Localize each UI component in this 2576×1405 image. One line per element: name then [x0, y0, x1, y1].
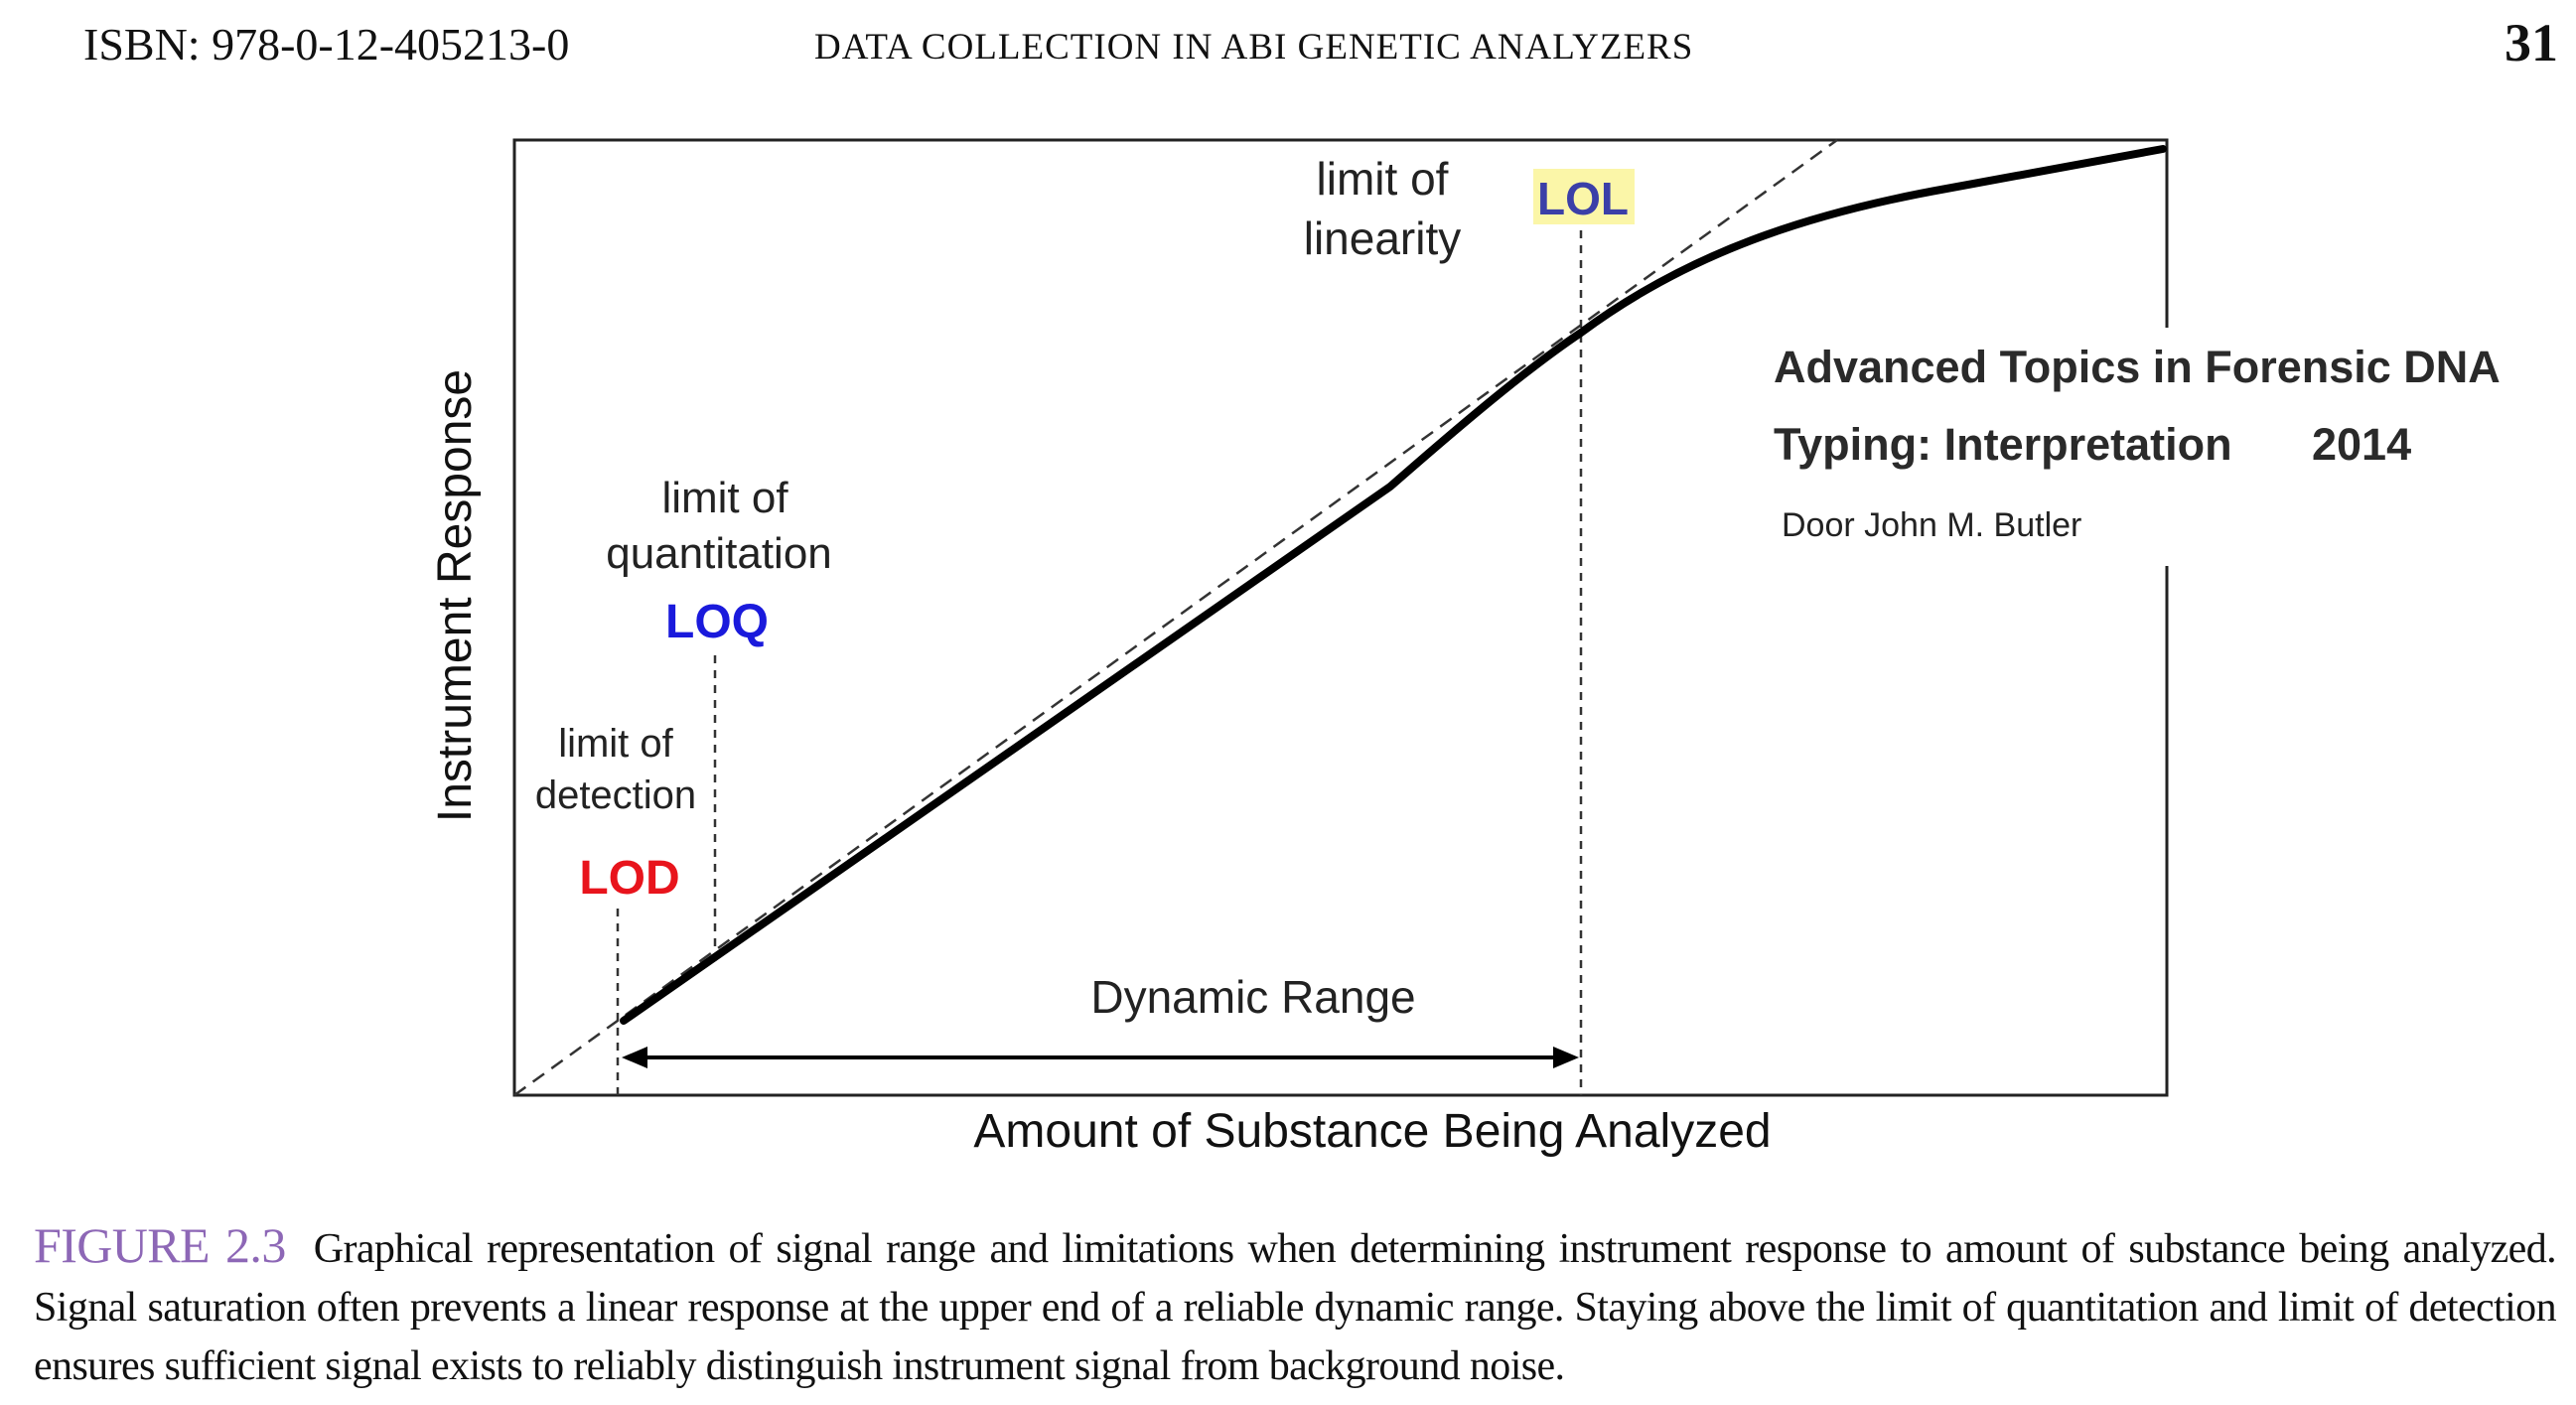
lod-label: LOD: [579, 852, 679, 905]
lol-label: LOL: [1537, 173, 1629, 224]
lol-description-line2: linearity: [1304, 212, 1462, 264]
y-axis-label: Instrument Response: [429, 369, 482, 822]
book-title-line2: Typing: Interpretation: [1774, 419, 2232, 470]
loq-label: LOQ: [665, 596, 769, 648]
response-curve: [620, 145, 2167, 1025]
running-title: DATA COLLECTION IN ABI GENETIC ANALYZERS: [814, 27, 1694, 68]
figure-caption: FIGURE 2.3 Graphical representation of si…: [34, 1216, 2557, 1396]
lod-description-line1: limit of: [558, 722, 673, 766]
loq-description-line2: quantitation: [606, 529, 832, 578]
lod-description-line2: detection: [535, 773, 696, 817]
arrow-head-left: [622, 1047, 647, 1068]
x-axis-label: Amount of Substance Being Analyzed: [973, 1105, 1771, 1158]
book-title-line1: Advanced Topics in Forensic DNA: [1774, 342, 2501, 392]
isbn: ISBN: 978-0-12-405213-0: [83, 19, 570, 70]
dynamic-range-label: Dynamic Range: [1090, 971, 1415, 1023]
plot-frame: [512, 138, 2169, 1097]
lol-description-line1: limit of: [1317, 153, 1449, 205]
book-year: 2014: [2312, 419, 2412, 470]
lol-highlight: [1533, 169, 1635, 224]
page-number: 31: [2504, 13, 2558, 72]
book-info-overlay: Advanced Topics in Forensic DNA Typing: …: [1748, 328, 2562, 566]
book-author: Door John M. Butler: [1782, 506, 2082, 544]
caption-label: FIGURE 2.3: [34, 1217, 286, 1273]
arrow-head-right: [1553, 1047, 1579, 1068]
caption-text: Graphical representation of signal range…: [34, 1226, 2557, 1389]
ideal-linear-line: [513, 138, 1838, 1097]
loq-description-line1: limit of: [661, 474, 788, 522]
